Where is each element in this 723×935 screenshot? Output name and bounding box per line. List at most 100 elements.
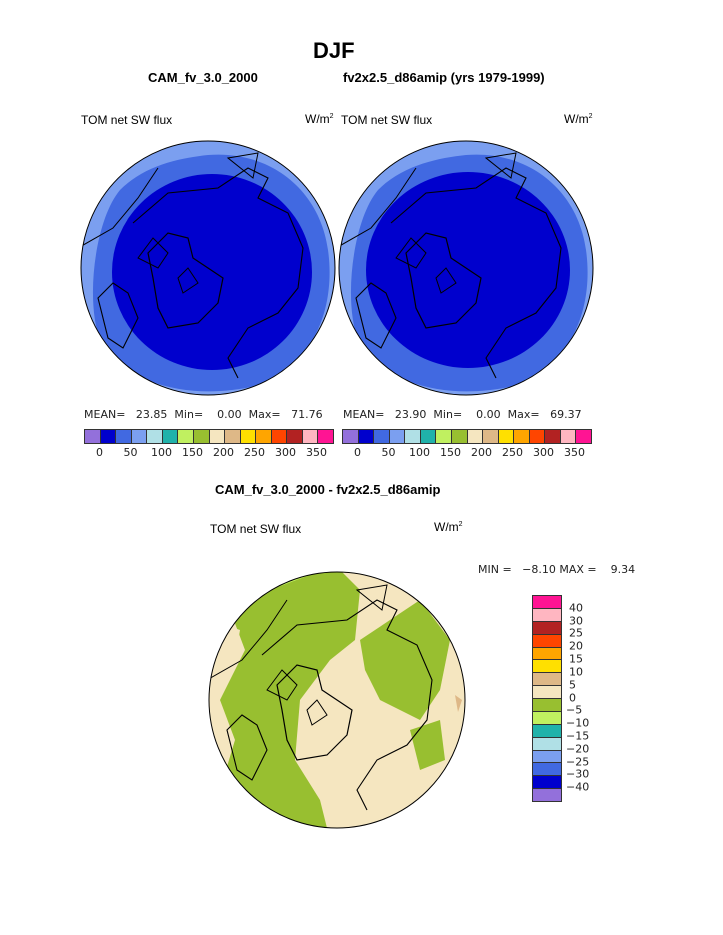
colorbar-box bbox=[287, 430, 303, 443]
colorbar-box bbox=[533, 647, 561, 661]
difference-title: CAM_fv_3.0_2000 - fv2x2.5_d86amip bbox=[215, 482, 441, 497]
max-value: 69.37 bbox=[550, 408, 582, 421]
mean-label: MEAN= bbox=[84, 408, 126, 421]
colorbar-tick-label: −25 bbox=[566, 755, 590, 769]
colorbar-box bbox=[271, 430, 288, 443]
colorbar-box bbox=[178, 430, 194, 443]
map-panel-2-border bbox=[338, 140, 594, 396]
colorbar-tick-label: 25 bbox=[569, 626, 583, 640]
colorbar-box bbox=[560, 430, 577, 443]
colorbar-tick-label: 40 bbox=[569, 601, 583, 615]
colorbar-box bbox=[483, 430, 499, 443]
colorbar-panel-1 bbox=[84, 429, 334, 444]
colorbar-tick-label: 15 bbox=[569, 652, 583, 666]
max-label: Max= bbox=[507, 408, 540, 421]
colorbar-box bbox=[451, 430, 468, 443]
colorbar-tick-label: 200 bbox=[471, 446, 492, 459]
colorbar-box bbox=[533, 608, 561, 622]
colorbar-box bbox=[256, 430, 272, 443]
colorbar-box bbox=[533, 750, 561, 764]
colorbar-tick-label: 300 bbox=[275, 446, 296, 459]
colorbar-box bbox=[420, 430, 437, 443]
map-panel-1 bbox=[81, 141, 335, 395]
difference-map-border bbox=[208, 571, 466, 829]
colorbar-box bbox=[405, 430, 421, 443]
colorbar-tick-label: −15 bbox=[566, 729, 590, 743]
units-sup: 2 bbox=[588, 113, 593, 120]
difference-map bbox=[209, 572, 465, 828]
colorbar-box bbox=[533, 686, 561, 699]
panel-1-stats: MEAN= 23.85 Min= 0.00 Max= 71.76 bbox=[84, 408, 323, 421]
colorbar-box bbox=[302, 430, 319, 443]
colorbar-tick-label: 100 bbox=[409, 446, 430, 459]
colorbar-tick-label: 0 bbox=[569, 691, 576, 704]
colorbar-box bbox=[193, 430, 210, 443]
difference-units: W/m2 bbox=[434, 520, 463, 534]
colorbar-box bbox=[533, 699, 561, 712]
colorbar-tick-label: 5 bbox=[569, 678, 576, 692]
mean-value: 23.85 bbox=[135, 408, 168, 421]
colorbar-box bbox=[533, 789, 561, 801]
colorbar-box bbox=[100, 430, 117, 443]
colorbar-box bbox=[85, 430, 101, 443]
max-value: 71.76 bbox=[291, 408, 323, 421]
colorbar-box bbox=[209, 430, 226, 443]
panel-1-units: W/m2 bbox=[305, 112, 334, 126]
colorbar-box bbox=[533, 776, 561, 790]
colorbar-box bbox=[147, 430, 163, 443]
colorbar-box bbox=[533, 711, 561, 725]
panel-2-stats: MEAN= 23.90 Min= 0.00 Max= 69.37 bbox=[343, 408, 582, 421]
colorbar-tick-label: 250 bbox=[502, 446, 523, 459]
colorbar-tick-label: 50 bbox=[381, 446, 396, 459]
colorbar-box bbox=[343, 430, 359, 443]
colorbar-box bbox=[467, 430, 484, 443]
colorbar-tick-label: 100 bbox=[151, 446, 172, 459]
colorbar-box bbox=[162, 430, 179, 443]
colorbar-tick-label: 250 bbox=[244, 446, 265, 459]
colorbar-box bbox=[318, 430, 333, 443]
colorbar-box bbox=[225, 430, 241, 443]
colorbar-box bbox=[533, 763, 561, 777]
colorbar-box bbox=[529, 430, 546, 443]
colorbar-box bbox=[533, 634, 561, 648]
colorbar-tick-label: 150 bbox=[182, 446, 203, 459]
colorbar-box bbox=[389, 430, 406, 443]
mean-value: 23.90 bbox=[394, 408, 427, 421]
colorbar-box bbox=[533, 673, 561, 687]
colorbar-box bbox=[240, 430, 257, 443]
map-panel-2 bbox=[339, 141, 593, 395]
colorbar-box bbox=[545, 430, 561, 443]
colorbar-tick-label: 300 bbox=[533, 446, 554, 459]
units-text: W/m bbox=[564, 112, 589, 126]
min-label: Min= bbox=[174, 408, 204, 421]
panel-2-units: W/m2 bbox=[564, 112, 593, 126]
colorbar-tick-label: 350 bbox=[306, 446, 327, 459]
colorbar-tick-label: −5 bbox=[566, 703, 583, 717]
units-sup: 2 bbox=[458, 521, 463, 528]
colorbar-box bbox=[498, 430, 515, 443]
colorbar-box bbox=[374, 430, 390, 443]
colorbar-tick-label: 20 bbox=[569, 639, 583, 653]
colorbar-tick-label: 10 bbox=[569, 665, 583, 679]
colorbar-box bbox=[533, 660, 561, 674]
colorbar-box bbox=[116, 430, 132, 443]
difference-colorbar bbox=[532, 595, 562, 802]
colorbar-box bbox=[358, 430, 375, 443]
colorbar-box bbox=[533, 737, 561, 751]
colorbar-tick-label: 350 bbox=[564, 446, 585, 459]
map-panel-1-border bbox=[80, 140, 336, 396]
colorbar-tick-label: 200 bbox=[213, 446, 234, 459]
difference-stats: MIN = −8.10 MAX = 9.34 bbox=[478, 563, 636, 576]
figure-title: DJF bbox=[313, 38, 355, 63]
colorbar-tick-label: 50 bbox=[123, 446, 138, 459]
colorbar-box bbox=[576, 430, 591, 443]
colorbar-box bbox=[533, 596, 561, 609]
colorbar-tick-label: −40 bbox=[566, 780, 590, 794]
colorbar-panel-2 bbox=[342, 429, 592, 444]
colorbar-tick-label: 0 bbox=[354, 446, 361, 459]
colorbar-box bbox=[533, 621, 561, 635]
colorbar-tick-label: −20 bbox=[566, 742, 590, 756]
colorbar-box bbox=[131, 430, 148, 443]
units-text: W/m bbox=[434, 520, 459, 534]
